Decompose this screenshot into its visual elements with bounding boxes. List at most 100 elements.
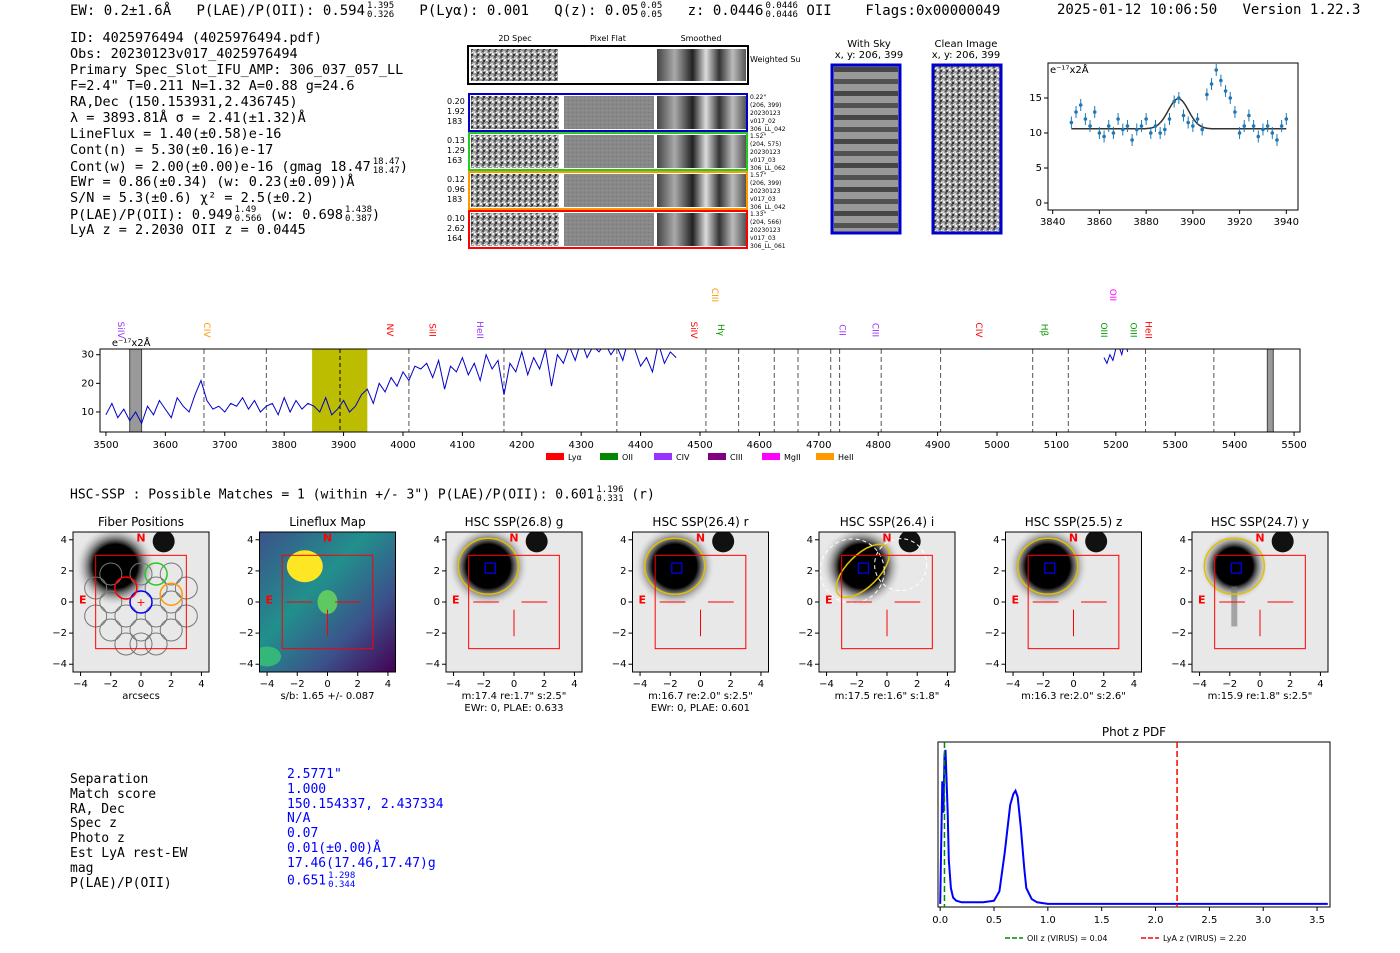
header-flags: Flags:0x00000049 bbox=[865, 3, 1001, 19]
info-plae-lo: 0.566 bbox=[234, 214, 262, 224]
header-z-line: OII bbox=[806, 3, 832, 19]
hsc-xtick-label: 4 bbox=[571, 679, 577, 690]
hsc-ytick-label: 2 bbox=[807, 566, 813, 577]
aperture-box bbox=[671, 562, 683, 574]
hsc-ytick-label: −4 bbox=[612, 659, 627, 670]
spectrum-legend-label: CIV bbox=[676, 453, 690, 462]
match-label-specz: Spec z bbox=[70, 816, 117, 832]
hsc-xtick-label: −2 bbox=[476, 679, 491, 690]
spectrum-line-label: Hγ bbox=[715, 324, 725, 337]
companion-source bbox=[1085, 532, 1108, 553]
photz-xtick-label: 2.5 bbox=[1201, 915, 1217, 926]
hsc-panel-title: HSC SSP(26.4) r bbox=[652, 515, 748, 529]
hsc-panel-row: Fiber Positions+NE−4−4−2−2002244arcsecsL… bbox=[52, 515, 1329, 714]
match-value-specz: N/A bbox=[287, 811, 311, 827]
hsc-panel-caption-2: EWr: 0, PLAE: 0.633 bbox=[464, 703, 563, 714]
zoom-xtick-label: 3900 bbox=[1180, 217, 1205, 228]
spectrum-legend-swatch bbox=[816, 453, 834, 460]
spectrum-xtick-label: 4500 bbox=[687, 440, 712, 451]
companion-source bbox=[152, 532, 175, 553]
zoom-frame bbox=[1047, 62, 1299, 211]
spectrum-mask-right bbox=[1266, 348, 1274, 433]
spectrum-xtick-label: 3800 bbox=[271, 440, 296, 451]
zoom-data-point bbox=[1205, 92, 1209, 97]
zoom-data-point bbox=[1233, 110, 1237, 114]
spectrum-xtick-label: 4300 bbox=[568, 440, 593, 451]
companion-source bbox=[712, 532, 735, 553]
spec2d-row-spec bbox=[471, 96, 559, 129]
photz-legend-label: LyA z (VIRUS) = 2.20 bbox=[1163, 934, 1246, 943]
zoom-ytick-label: 0 bbox=[1036, 198, 1042, 209]
zoom-xtick-label: 3920 bbox=[1227, 217, 1252, 228]
zoom-data-point bbox=[1242, 124, 1247, 128]
spectrum-legend-label: OII bbox=[622, 453, 633, 462]
spectrum-line-label: CIII bbox=[709, 288, 719, 302]
aperture-box bbox=[1230, 562, 1242, 574]
match-label-separation: Separation bbox=[70, 772, 149, 787]
north-label: N bbox=[136, 531, 145, 544]
east-label: E bbox=[266, 594, 274, 607]
spec2d-row-right-4: 306_LL_062 bbox=[750, 165, 786, 172]
hsc-ytick-label: 0 bbox=[807, 597, 813, 608]
hsc-ytick-label: −2 bbox=[425, 628, 440, 639]
hsc-panel-title: HSC SSP(26.4) i bbox=[840, 515, 935, 529]
match-values: 2.5771" 1.000 150.154337, 2.437334 N/A 0… bbox=[287, 767, 444, 890]
match-label-photoz: Photo z bbox=[70, 831, 125, 847]
match-label-plae: P(LAE)/P(OII) bbox=[70, 875, 172, 891]
info-plae-w-hi: 1.438 bbox=[344, 205, 373, 215]
hsc-xtick-label: 0 bbox=[511, 679, 517, 690]
header-plae-lo: 0.326 bbox=[367, 10, 395, 20]
spec2d-row-left-1: 0.96 bbox=[447, 185, 465, 194]
info-sn: S/N = 5.3(±0.6) χ² = 2.5(±0.2) bbox=[70, 190, 314, 206]
zoom-data-point bbox=[1275, 138, 1279, 142]
hsc-ytick-label: 4 bbox=[434, 535, 440, 546]
zoom-data-point bbox=[1191, 124, 1195, 128]
zoom-data-point bbox=[1167, 117, 1172, 121]
spectrum-legend-label: HeII bbox=[838, 453, 854, 462]
zoom-data-point bbox=[1223, 89, 1228, 93]
photz-title: Phot z PDF bbox=[1102, 725, 1166, 739]
hsc-xtick-label: −2 bbox=[849, 679, 864, 690]
header-qz: Q(z): 0.05 bbox=[554, 3, 639, 19]
spectrum-series bbox=[105, 349, 677, 425]
north-label: N bbox=[1255, 531, 1264, 544]
spectrum-legend-swatch bbox=[600, 453, 618, 460]
hsc-ytick-label: −2 bbox=[798, 628, 813, 639]
spectrum-line-label: CIV bbox=[973, 322, 983, 338]
zoom-data-point bbox=[1088, 124, 1092, 128]
zoom-data-point bbox=[1251, 124, 1256, 128]
aperture-box bbox=[1044, 562, 1056, 574]
hsc-ytick-label: −4 bbox=[985, 659, 1000, 670]
info-lyaz: LyA z = 2.2030 OII z = 0.0445 bbox=[70, 222, 306, 238]
east-label: E bbox=[1012, 594, 1020, 607]
spectrum-xtick-label: 4100 bbox=[450, 440, 475, 451]
spec2d-row-right-2: 20230123 bbox=[750, 110, 781, 117]
sky-stripe bbox=[834, 175, 898, 180]
companion-source bbox=[1271, 532, 1294, 553]
zoom-data-point bbox=[1163, 127, 1167, 132]
full-spectrum-chart: e⁻¹⁷x2Å 3500 3600 3700 3800 3900 4000 4100 4200 4… bbox=[81, 288, 1307, 462]
spec2d-row-left-0: 0.20 bbox=[447, 97, 465, 106]
spectrum-legend-label: Lyα bbox=[568, 453, 582, 462]
match-label-score: Match score bbox=[70, 786, 157, 802]
hsc-ytick-label: 4 bbox=[61, 535, 67, 546]
hsc-xtick-label: 0 bbox=[138, 679, 144, 690]
hsc-xtick-label: 0 bbox=[884, 679, 890, 690]
hsc-xtick-label: −2 bbox=[103, 679, 118, 690]
zoom-data-point bbox=[1270, 131, 1275, 135]
spec2d-row-flat bbox=[564, 213, 654, 246]
spectrum-xtick-label: 5100 bbox=[1044, 440, 1069, 451]
source-ellipse bbox=[835, 543, 891, 599]
hsc-panel-image: NE bbox=[259, 532, 396, 672]
hsc-panel-caption: m:17.4 re:1.7" s:2.5" bbox=[462, 691, 567, 702]
zoom-data-point bbox=[1092, 110, 1097, 114]
fiber-circle bbox=[159, 590, 183, 614]
zoom-data-point bbox=[1237, 131, 1242, 135]
info-plae-w-lo: 0.387 bbox=[344, 214, 373, 224]
info-plae-hi: 1.49 bbox=[234, 205, 257, 215]
flux-spot bbox=[317, 590, 338, 614]
